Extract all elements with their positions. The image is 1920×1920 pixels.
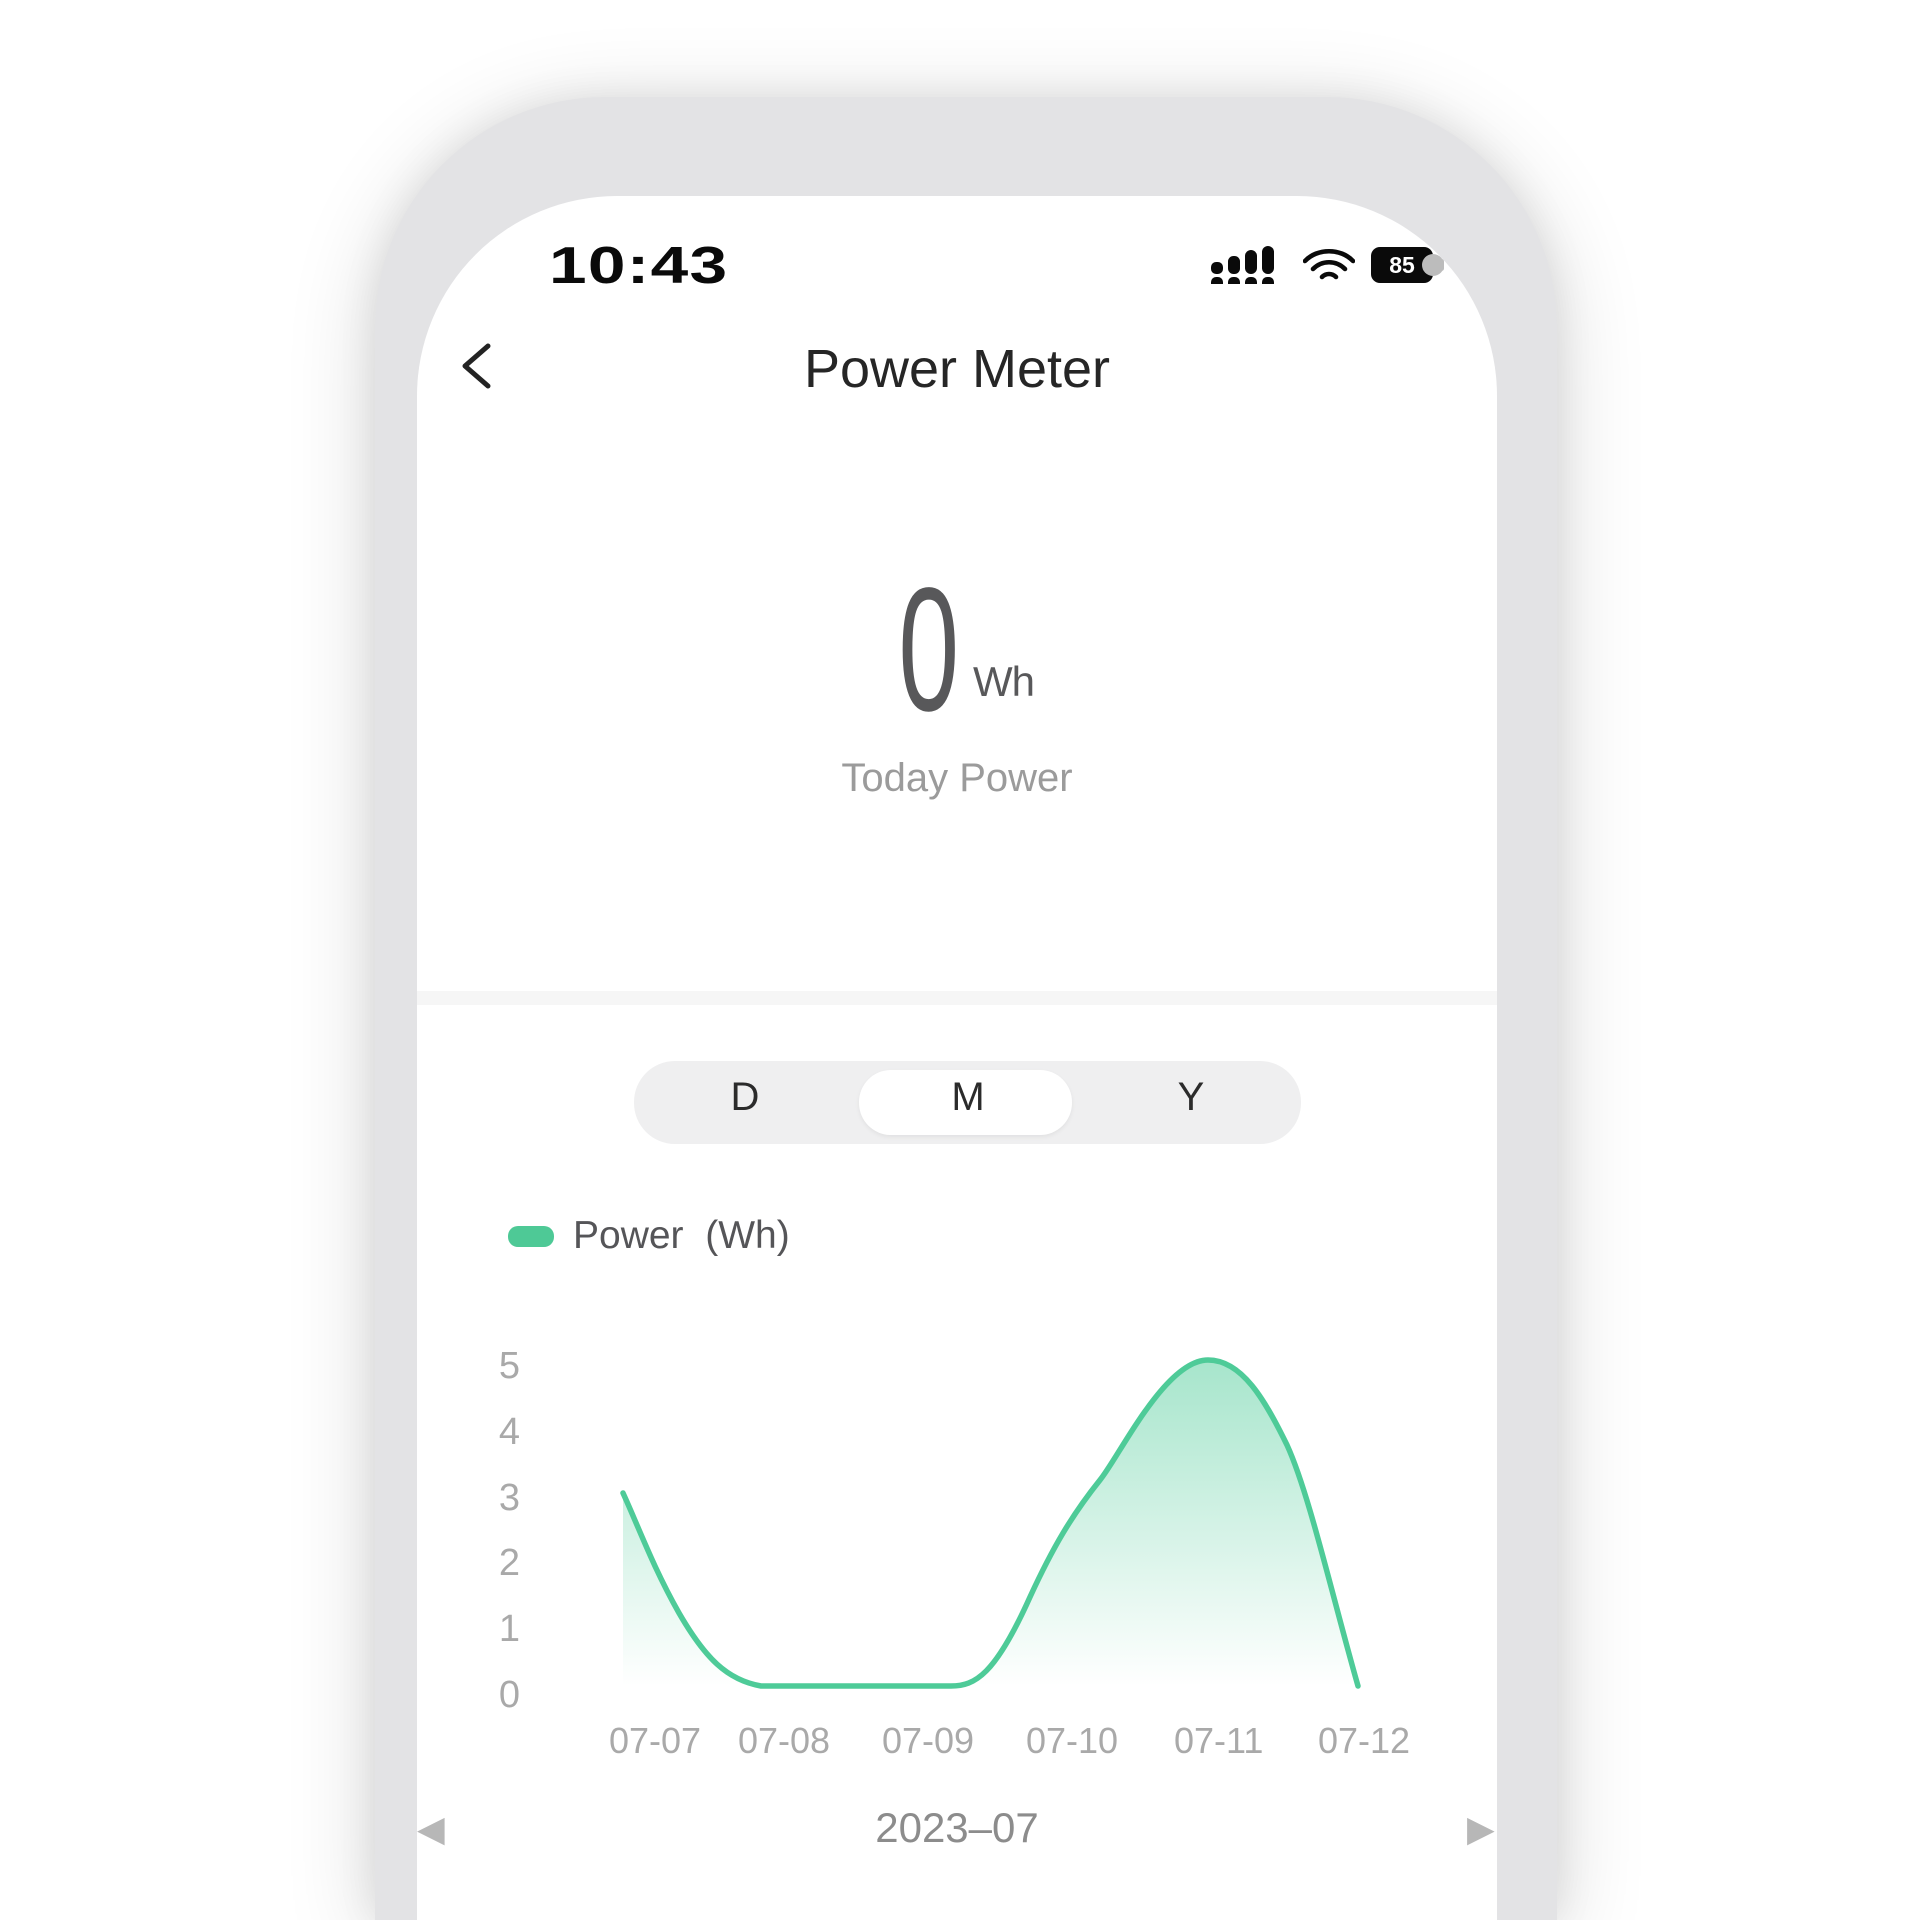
svg-text:85: 85 (1389, 252, 1415, 278)
